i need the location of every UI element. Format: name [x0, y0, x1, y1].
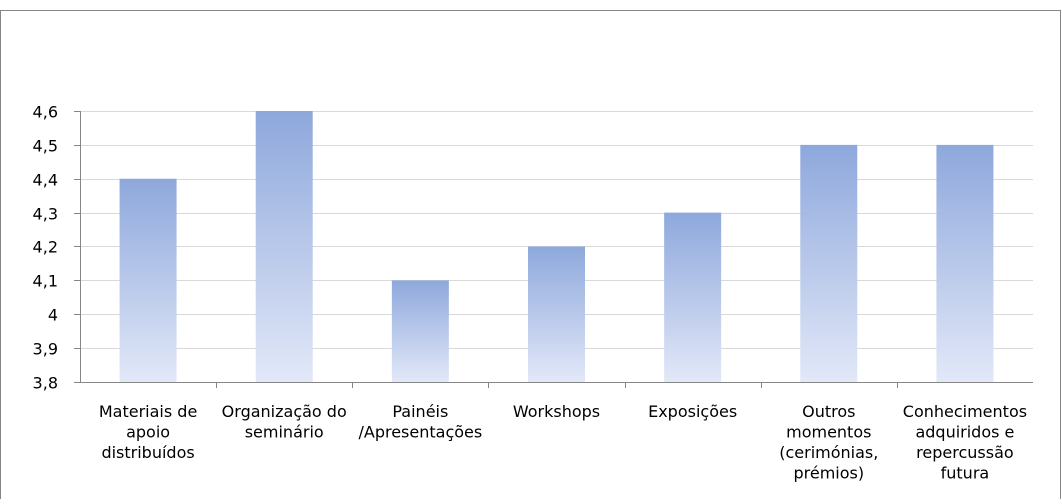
bar [391, 280, 449, 382]
y-tick-label: 4 [48, 306, 58, 325]
x-tick-label: Outros momentos (cerimónias, prémios) [779, 402, 878, 483]
y-tick-label: 3,8 [33, 374, 58, 393]
y-tick-label: 3,9 [33, 340, 58, 359]
bar [255, 111, 313, 382]
bar [800, 144, 858, 382]
bar [664, 212, 722, 382]
bar [936, 144, 994, 382]
y-tick-label: 4,1 [33, 272, 58, 291]
y-tick-label: 4,6 [33, 103, 58, 122]
bars [119, 111, 994, 382]
x-tick-label: Conhecimentos adquiridos e repercussão futu… [903, 402, 1027, 483]
x-tick-labels: Materiais de apoio distribuídos Organização… [99, 382, 1027, 483]
bar [528, 246, 585, 382]
x-tick-label: Workshops [513, 402, 600, 421]
x-tick-label: Organização do seminário [222, 402, 347, 442]
y-tick-label: 4,5 [33, 137, 58, 156]
bar [119, 178, 177, 382]
y-tick-label: 4,2 [33, 238, 58, 257]
x-tick-label: Exposições [648, 402, 737, 421]
axes [80, 111, 1033, 383]
y-tick-label: 4,4 [33, 171, 58, 190]
x-tick-label: Painéis/Apresentações [358, 402, 482, 442]
y-tick-label: 4,3 [33, 205, 58, 224]
y-tick-labels: 3,8 3,9 4 4,1 4,2 4,3 4,4 4,5 4,6 [33, 103, 80, 393]
x-tick-label: Materiais de apoio distribuídos [99, 402, 197, 462]
